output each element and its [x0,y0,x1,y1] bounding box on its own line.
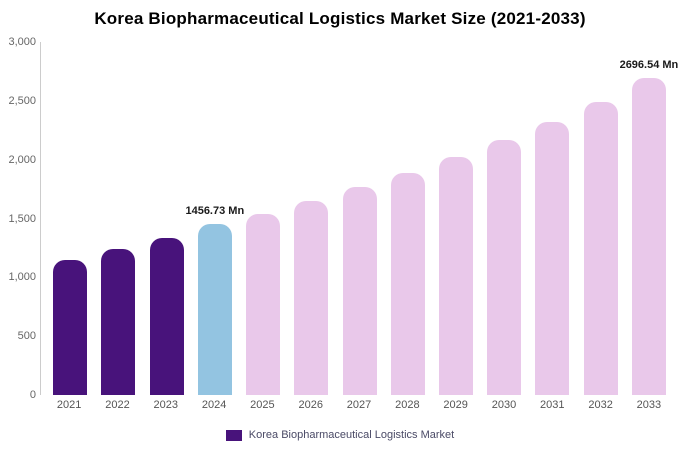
bar-column [432,42,480,395]
chart-title: Korea Biopharmaceutical Logistics Market… [94,9,586,28]
bar-2028[interactable] [390,172,425,395]
bar-column [384,42,432,395]
x-tick-label: 2030 [491,399,517,411]
bar-value-label: 1456.73 Mn [185,204,245,217]
x-axis: 2021 2022 2023 2024 2025 2026 2027 2028 2029 2030… [40,399,678,411]
bar-column: 1456.73 Mn [185,42,244,395]
bar-2033[interactable] [631,77,666,395]
bar-2031[interactable] [535,122,570,395]
y-tick-label: 1,500 [8,212,36,225]
bar-column [335,42,383,395]
x-tick-label: 2025 [250,399,275,411]
bar-column [480,42,528,395]
y-tick-label: 2,000 [8,153,36,166]
bar-2025[interactable] [246,214,281,395]
x-tick-label: 2031 [540,399,565,411]
bar-2029[interactable] [438,156,473,395]
bars-container: 1456.73 Mn 2696.54 Mn [40,42,678,395]
bar-2027[interactable] [342,187,377,395]
bar-2023[interactable] [149,237,184,395]
x-tick-label: 2023 [153,399,179,411]
x-tick-label: 2021 [56,399,82,411]
bar-2021[interactable] [53,259,88,395]
bar-column [528,42,576,395]
bar-column [577,42,625,395]
legend: Korea Biopharmaceutical Logistics Market [0,429,680,441]
y-tick-label: 0 [29,389,36,401]
bar-2026[interactable] [294,201,329,395]
bar-column [142,42,190,395]
x-tick-label: 2024 [201,399,227,411]
x-tick-label: 2033 [636,399,662,411]
bar-2030[interactable] [487,139,522,395]
x-tick-label: 2032 [588,399,613,411]
y-tick-label: 1,000 [8,271,36,284]
y-axis: 0 500 1,000 1,500 2,000 2,500 3,000 [0,36,40,401]
y-tick-label: 500 [17,330,36,343]
y-tick-label: 2,500 [8,94,36,107]
bar-column [287,42,335,395]
y-tick-label: 3,000 [8,36,36,48]
bar-column: 2696.54 Mn [620,42,678,395]
bar-2032[interactable] [583,102,618,395]
legend-label: Korea Biopharmaceutical Logistics Market [248,429,455,441]
plot-area: 0 500 1,000 1,500 2,000 2,500 3,000 1456.73 Mn… [0,36,678,401]
bar-column [94,42,142,395]
bar-2024[interactable] [197,223,232,395]
x-tick-label: 2022 [105,399,130,411]
bar-column [46,42,94,395]
bar-value-label: 2696.54 Mn [619,58,679,71]
x-tick-label: 2026 [298,399,323,411]
bar-column [239,42,287,395]
x-tick-label: 2028 [395,399,420,411]
x-tick-label: 2029 [443,399,468,411]
bar-2022[interactable] [101,248,136,395]
legend-swatch [225,429,242,441]
x-tick-label: 2027 [346,399,372,411]
